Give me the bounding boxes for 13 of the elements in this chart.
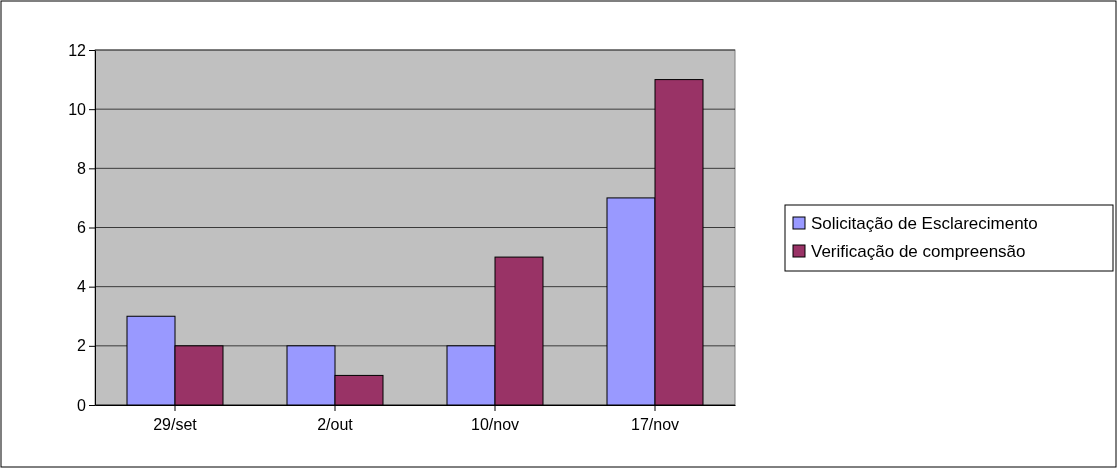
- y-tick-label: 2: [77, 337, 87, 355]
- x-tick-label: 2/out: [317, 416, 354, 433]
- y-tick-label: 8: [77, 159, 87, 177]
- y-tick-label: 0: [77, 396, 87, 414]
- y-tick-label: 12: [68, 41, 87, 59]
- x-tick-label: 29/set: [153, 416, 198, 433]
- legend-label: Solicitação de Esclarecimento: [811, 214, 1038, 233]
- x-tick-label: 17/nov: [630, 416, 680, 433]
- x-tick-label: 10/nov: [470, 416, 520, 433]
- y-tick-label: 4: [77, 278, 87, 296]
- y-tick-label: 10: [68, 100, 87, 118]
- y-tick-label: 6: [77, 219, 87, 237]
- legend-label: Verificação de compreensão: [811, 242, 1026, 261]
